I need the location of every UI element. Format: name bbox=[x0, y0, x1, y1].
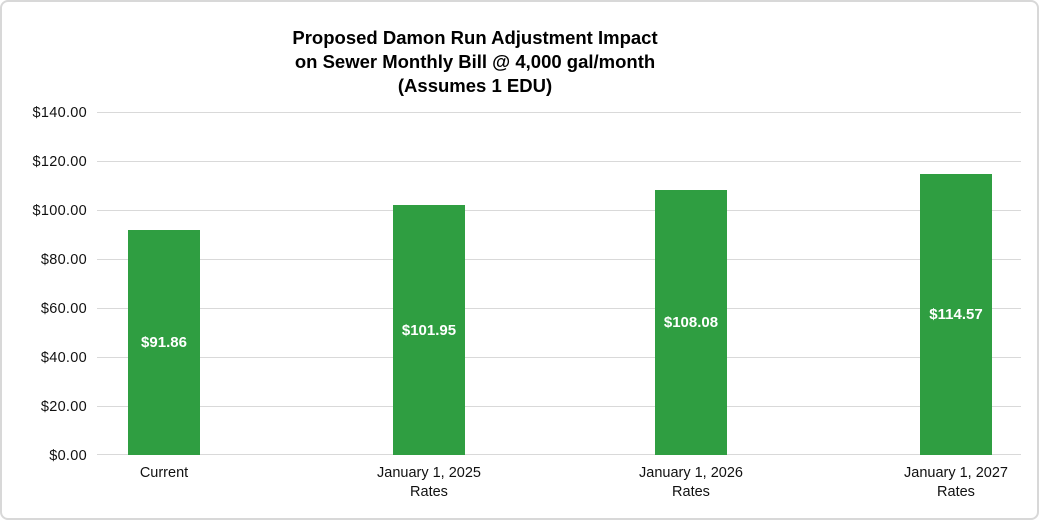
x-axis-category-label: January 1, 2025 Rates bbox=[339, 464, 519, 502]
x-axis-category-label: January 1, 2026 Rates bbox=[601, 464, 781, 502]
x-axis-category-label: January 1, 2027 Rates bbox=[866, 464, 1037, 502]
gridline bbox=[97, 308, 1021, 309]
bar-value-label: $108.08 bbox=[663, 314, 719, 331]
y-axis-tick-label: $20.00 bbox=[40, 399, 87, 415]
x-axis-category-line: Current bbox=[139, 465, 189, 481]
gridline bbox=[97, 406, 1021, 407]
bar: $114.57 bbox=[920, 174, 992, 455]
chart-title-line: on Sewer Monthly Bill @ 4,000 gal/month bbox=[294, 51, 656, 72]
gridline bbox=[97, 112, 1021, 113]
bar-value-label: $101.95 bbox=[401, 321, 457, 339]
x-axis-category-label: Current bbox=[74, 464, 254, 483]
bar-value-label: $91.86 bbox=[141, 334, 187, 351]
gridline bbox=[97, 161, 1021, 162]
plot-area: $91.86 $101.95 $108.08 $114.57 bbox=[97, 112, 1021, 455]
bar-value-label: $114.57 bbox=[929, 306, 983, 323]
y-axis-tick-label: $0.00 bbox=[49, 448, 87, 464]
x-axis-category-line: January 1, 2027 bbox=[904, 465, 1008, 481]
x-axis-category-line: Rates bbox=[672, 484, 710, 500]
bar: $101.95 bbox=[393, 205, 465, 455]
y-axis-tick-label: $120.00 bbox=[32, 154, 87, 170]
x-axis-category-line: January 1, 2025 bbox=[377, 465, 481, 481]
chart-title: Proposed Damon Run Adjustment Impact on … bbox=[2, 26, 948, 98]
chart-title-line: (Assumes 1 EDU) bbox=[397, 75, 553, 96]
x-axis-category-line: Rates bbox=[937, 484, 975, 500]
y-axis-tick-label: $40.00 bbox=[40, 350, 87, 366]
x-axis-category-line: January 1, 2026 bbox=[639, 465, 743, 481]
y-axis-tick-label: $140.00 bbox=[32, 105, 87, 121]
gridline bbox=[97, 259, 1021, 260]
bar: $91.86 bbox=[128, 230, 200, 455]
gridline bbox=[97, 210, 1021, 211]
y-axis-tick-label: $100.00 bbox=[32, 203, 87, 219]
x-axis-category-line: Rates bbox=[410, 484, 448, 500]
gridline bbox=[97, 454, 1021, 455]
y-axis-tick-label: $80.00 bbox=[40, 252, 87, 268]
gridline bbox=[97, 357, 1021, 358]
bar: $108.08 bbox=[655, 190, 727, 455]
y-axis-tick-label: $60.00 bbox=[40, 301, 87, 317]
chart-title-line: Proposed Damon Run Adjustment Impact bbox=[292, 27, 658, 48]
